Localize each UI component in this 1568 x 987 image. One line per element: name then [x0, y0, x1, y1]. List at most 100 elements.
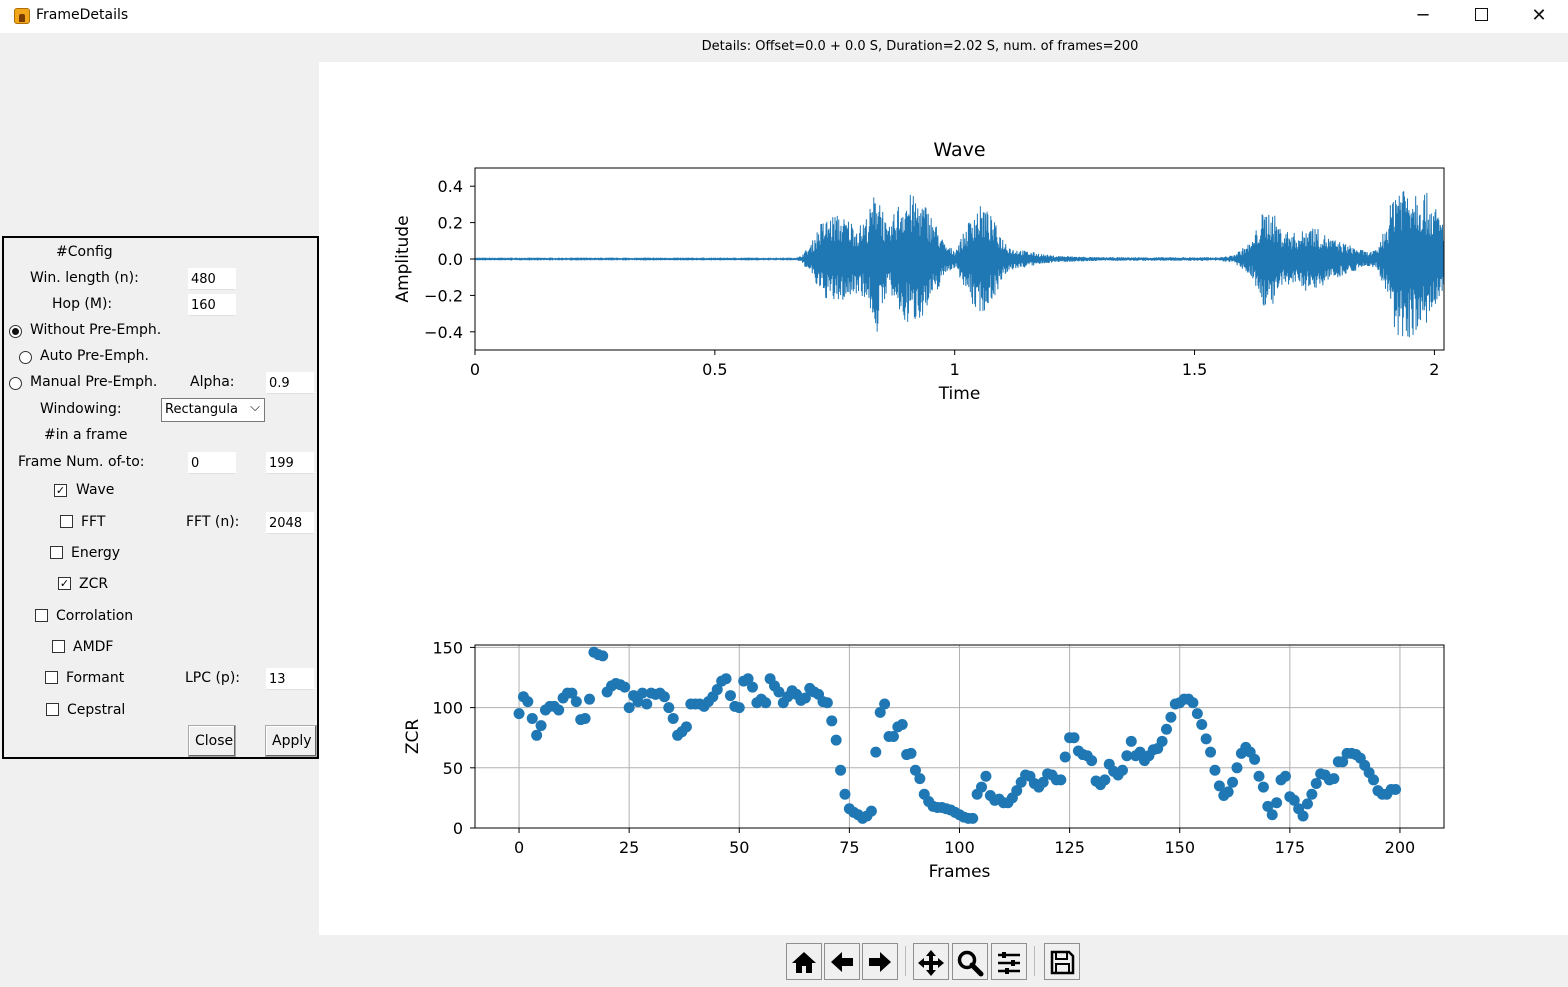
windowing-select[interactable]: Rectangula ⌵ — [161, 398, 265, 422]
wave-y-tick-label: 0.0 — [438, 250, 463, 269]
zcr-point — [1200, 733, 1212, 745]
zcr-point — [1337, 756, 1349, 768]
win-length-input[interactable] — [188, 268, 236, 290]
formant-checkbox[interactable] — [45, 671, 58, 684]
forward-arrow-icon[interactable] — [862, 943, 898, 980]
radio-manual-pre-emph[interactable] — [9, 377, 22, 390]
navigation-toolbar — [786, 943, 1086, 981]
wave-x-tick-label: 2 — [1429, 360, 1439, 379]
maximize-icon — [1474, 8, 1488, 21]
alpha-input[interactable] — [266, 372, 314, 394]
zcr-point — [1279, 770, 1291, 782]
zcr-point — [870, 746, 882, 758]
zcr-point — [1227, 776, 1239, 788]
zcr-checkbox[interactable]: ✓ — [58, 577, 71, 590]
zcr-x-tick-label: 25 — [619, 838, 639, 857]
zcr-point — [641, 698, 653, 710]
radio-auto-label: Auto Pre-Emph. — [40, 348, 149, 364]
frame-to-input[interactable] — [266, 452, 314, 474]
frame-num-label: Frame Num. of-to: — [18, 454, 145, 470]
energy-checkbox[interactable] — [50, 546, 63, 559]
zcr-point — [623, 702, 635, 714]
zcr-point — [1055, 774, 1067, 786]
zcr-point — [980, 770, 992, 782]
hop-input[interactable] — [188, 294, 236, 316]
corrolation-checkbox[interactable] — [35, 609, 48, 622]
app-icon — [14, 8, 30, 24]
apply-button[interactable]: Apply — [265, 725, 317, 757]
zcr-point — [522, 696, 534, 708]
zcr-point — [663, 702, 675, 714]
zcr-point — [976, 781, 988, 793]
radio-auto-pre-emph[interactable] — [19, 351, 32, 364]
zcr-point — [1213, 780, 1225, 792]
zcr-point — [1011, 785, 1023, 797]
home-icon[interactable] — [786, 943, 822, 980]
radio-without-pre-emph[interactable] — [9, 325, 22, 338]
zcr-y-tick-label: 100 — [432, 699, 463, 718]
fft-n-input[interactable] — [266, 512, 314, 534]
wave-y-tick-label: −0.4 — [424, 323, 463, 342]
frame-from-input[interactable] — [188, 452, 236, 474]
corrolation-label: Corrolation — [56, 608, 134, 624]
fft-n-label: FFT (n): — [186, 514, 240, 530]
zcr-point — [1037, 776, 1049, 788]
zcr-point — [1205, 746, 1217, 758]
zcr-point — [1249, 753, 1261, 765]
zcr-point — [1301, 798, 1313, 810]
formant-label: Formant — [66, 670, 125, 686]
zcr-point — [773, 686, 785, 698]
minimize-button[interactable]: ─ — [1417, 5, 1429, 26]
zcr-x-tick-label: 200 — [1385, 838, 1416, 857]
zcr-point — [636, 687, 648, 699]
zcr-point — [914, 773, 926, 785]
close-button[interactable]: Close — [188, 725, 236, 757]
amdf-checkbox[interactable] — [52, 640, 65, 653]
zcr-point — [1328, 773, 1340, 785]
zcr-y-tick-label: 150 — [432, 638, 463, 657]
figure-canvas[interactable]: Wave Time Amplitude 0 0.5 1 1.5 2 0.4 0.2 0.0 −0.2 −… — [319, 62, 1568, 935]
fft-checkbox[interactable] — [60, 515, 73, 528]
maximize-button[interactable] — [1452, 0, 1510, 33]
figure-svg: Wave Time Amplitude 0 0.5 1 1.5 2 0.4 0.2 0.0 −0.2 −… — [393, 139, 1445, 882]
zcr-point — [1191, 708, 1203, 720]
zcr-x-tick-label: 100 — [944, 838, 975, 857]
wave-series-line — [474, 191, 1445, 338]
save-icon[interactable] — [1044, 943, 1080, 980]
zcr-point — [835, 764, 847, 776]
zcr-point — [830, 734, 842, 746]
zoom-magnifier-icon[interactable] — [952, 943, 988, 980]
pan-move-icon[interactable] — [913, 943, 949, 980]
zcr-point — [553, 704, 565, 716]
config-panel: #Config Win. length (n): Hop (M): Withou… — [2, 236, 319, 759]
cepstral-checkbox[interactable] — [46, 703, 59, 716]
windowing-value: Rectangula — [165, 402, 238, 417]
toolbar-separator — [905, 946, 906, 976]
back-arrow-icon[interactable] — [824, 943, 860, 980]
config-header: #Config — [56, 244, 113, 260]
zcr-point — [1125, 735, 1137, 747]
subplots-config-icon[interactable] — [991, 943, 1027, 980]
zcr-point — [584, 693, 596, 705]
zcr-point — [1288, 794, 1300, 806]
zcr-y-tick-label: 0 — [453, 819, 463, 838]
zcr-point — [1310, 777, 1322, 789]
zcr-x-tick-label: 150 — [1164, 838, 1195, 857]
wave-x-tick-label: 0 — [470, 360, 480, 379]
lpc-input[interactable] — [266, 668, 314, 690]
wave-y-tick-label: 0.2 — [438, 214, 463, 233]
zcr-point — [746, 681, 758, 693]
window-title: FrameDetails — [36, 7, 129, 23]
zcr-x-tick-label: 50 — [729, 838, 749, 857]
zcr-point — [733, 702, 745, 714]
zcr-point — [742, 673, 754, 685]
wave-checkbox[interactable]: ✓ — [54, 484, 67, 497]
zcr-point — [1121, 750, 1133, 762]
zcr-point — [658, 691, 670, 703]
wave-chart-title: Wave — [933, 139, 985, 161]
toolbar-separator — [1034, 946, 1035, 976]
zcr-point — [711, 684, 723, 696]
wave-y-tick-label: 0.4 — [438, 177, 463, 196]
close-window-button[interactable]: ✕ — [1531, 5, 1547, 26]
wave-label: Wave — [76, 482, 115, 498]
